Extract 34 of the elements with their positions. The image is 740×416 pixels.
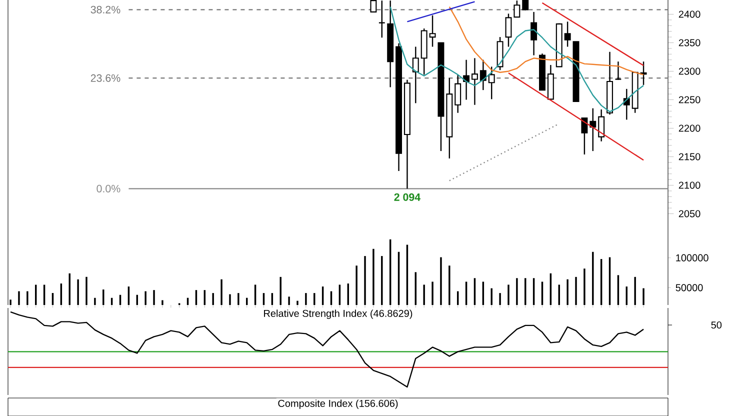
candlestick bbox=[581, 117, 588, 156]
candlestick bbox=[429, 14, 436, 48]
y-tick-label: 2050 bbox=[678, 210, 700, 218]
text: 50 bbox=[711, 321, 722, 329]
candlestick bbox=[471, 58, 478, 106]
chart-title: Relative Strength Index (46.8629) bbox=[264, 310, 412, 319]
annotation: 23.6% bbox=[90, 74, 120, 82]
candlestick bbox=[614, 60, 622, 80]
annotation: 38.2% bbox=[90, 6, 120, 14]
candlestick bbox=[598, 108, 605, 142]
candlestick bbox=[522, 0, 529, 11]
y-tick-label: 2350 bbox=[678, 39, 700, 46]
annotation: 2 094 bbox=[394, 193, 420, 201]
candlestick bbox=[378, 0, 386, 38]
candlestick bbox=[514, 0, 520, 18]
y-tick-label: 2150 bbox=[678, 153, 700, 160]
y-tick-label: 2100 bbox=[678, 182, 700, 189]
candlestick bbox=[412, 46, 419, 104]
candlestick bbox=[564, 21, 571, 48]
y-tick-label: 2400 bbox=[678, 10, 700, 18]
candlestick bbox=[454, 74, 462, 114]
annotation: 0.0% bbox=[96, 184, 120, 192]
line-series bbox=[390, 6, 644, 112]
y-tick-label: 100000 bbox=[676, 254, 708, 262]
candlestick bbox=[505, 13, 512, 48]
candlestick bbox=[480, 59, 486, 91]
y-tick-label: 50000 bbox=[676, 284, 703, 292]
candlestick bbox=[530, 11, 538, 56]
text: Composite Index (156.606) bbox=[278, 400, 398, 409]
y-tick-label: 2250 bbox=[678, 96, 700, 104]
candlestick bbox=[370, 0, 377, 12]
candlestick bbox=[488, 66, 495, 100]
y-tick-label: 2200 bbox=[678, 124, 700, 132]
y-tick-label: 2300 bbox=[678, 68, 700, 75]
